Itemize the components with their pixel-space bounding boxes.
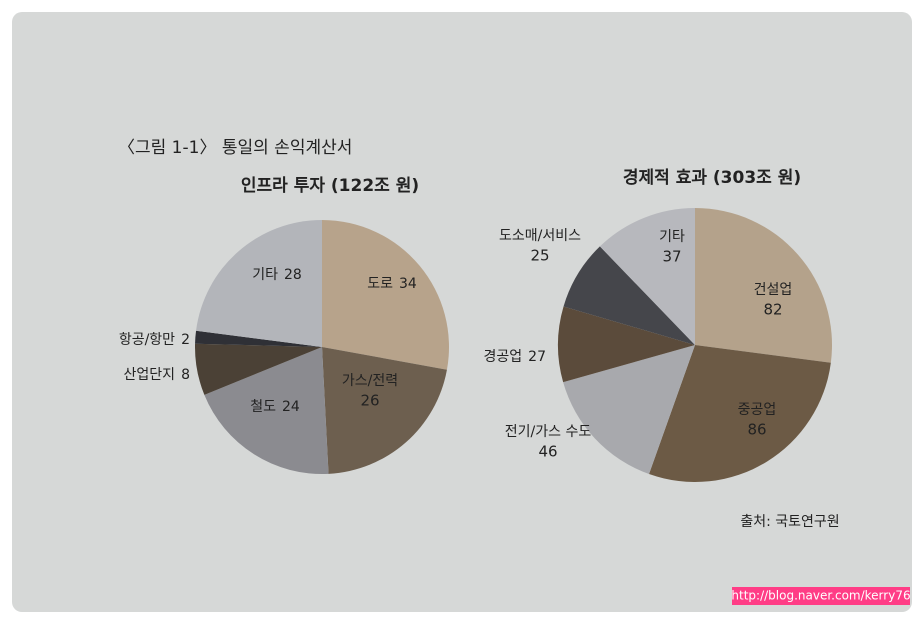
slice-label: 도로 34 — [367, 276, 417, 292]
pie-slice — [322, 347, 447, 474]
pie-slice — [649, 345, 831, 482]
value-label: 86 — [747, 421, 766, 439]
slice-label: 도소매/서비스 — [499, 228, 581, 244]
value-label: 27 — [528, 349, 546, 365]
slice-name: 경공업 — [484, 349, 523, 365]
slice-label: 중공업 — [738, 402, 777, 418]
slice-name: 항공/항만 — [119, 332, 175, 348]
pie-slice — [322, 220, 450, 370]
value-label: 26 — [360, 392, 379, 410]
value-label: 2 — [181, 332, 190, 348]
chart-title: 인프라 투자 (122조 원) — [241, 176, 419, 196]
pie-slice — [563, 246, 695, 345]
value-label: 28 — [284, 267, 302, 283]
pie-slice — [563, 345, 695, 475]
slice-label: 경공업 27 — [484, 349, 546, 365]
pie-slice — [695, 208, 833, 363]
slice-label: 전기/가스 수도 — [505, 424, 592, 440]
pie-slice — [195, 330, 322, 347]
source: 출처: 국토연구원 — [740, 514, 839, 530]
slice-label: 가스/전력 — [342, 373, 398, 389]
slice-name: 도로 — [367, 276, 393, 292]
value-label: 46 — [538, 443, 557, 461]
value-label: 25 — [530, 247, 549, 265]
slice-name: 철도 — [250, 399, 276, 415]
slice-name: 산업단지 — [124, 367, 176, 383]
slice-name: 기타 — [252, 267, 278, 283]
watermark: http://blog.naver.com/kerry76 — [731, 589, 910, 603]
slice-label: 기타 28 — [252, 267, 302, 283]
value-label: 34 — [399, 276, 417, 292]
pie-slice — [196, 220, 322, 347]
watermark-bg — [732, 587, 910, 605]
chart-title: 경제적 효과 (303조 원) — [623, 168, 801, 188]
pie-slice — [194, 343, 322, 395]
value-label: 24 — [282, 399, 300, 415]
value-label: 82 — [763, 301, 782, 319]
pie-slice — [557, 306, 695, 383]
slice-label: 철도 24 — [250, 399, 300, 415]
slice-label: 건설업 — [754, 282, 793, 298]
pie-slice — [599, 208, 695, 345]
value-label: 37 — [662, 248, 681, 266]
value-label: 8 — [181, 367, 190, 383]
slice-label: 산업단지 8 — [124, 367, 190, 383]
slice-label: 기타 — [659, 229, 685, 245]
pie-slice — [204, 347, 329, 474]
slice-label: 항공/항만 2 — [119, 332, 190, 348]
figure-title: 〈그림 1-1〉 통일의 손익계산서 — [118, 138, 352, 158]
